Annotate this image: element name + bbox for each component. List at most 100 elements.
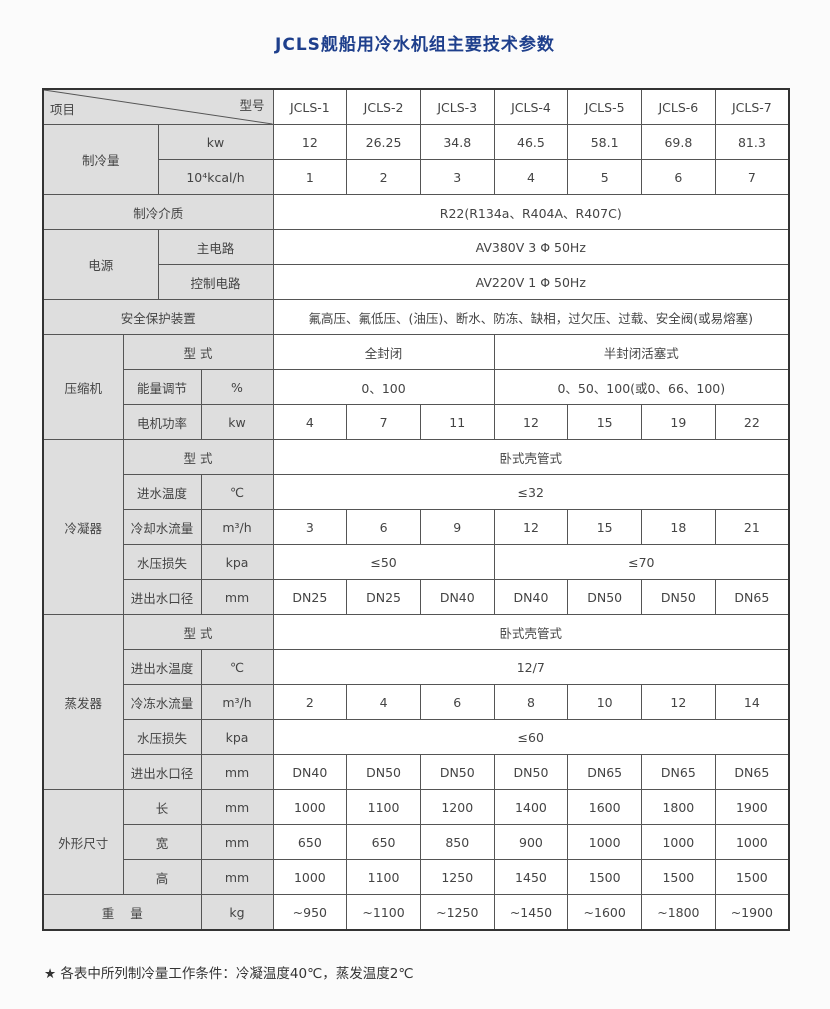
spec-table: 项目 型号 JCLS-1 JCLS-2 JCLS-3 JCLS-4 JCLS-5 JCLS-6…: [42, 88, 790, 931]
cell-value: 9: [419, 509, 495, 545]
cell-value: DN50: [419, 754, 495, 790]
cell-value: 12: [493, 404, 569, 440]
cooling-capacity-label: 制冷量: [42, 124, 159, 195]
cell-value: 卧式壳管式: [272, 614, 790, 650]
unit-label: kw: [200, 404, 274, 440]
row-label: 进出水口径: [122, 579, 202, 615]
weight-label: 重 量: [42, 894, 202, 931]
cell-value: 5: [567, 159, 643, 195]
safety-label: 安全保护装置: [42, 299, 274, 335]
cell-value: 1600: [567, 789, 643, 825]
cell-value: DN25: [272, 579, 348, 615]
evaporator-label: 蒸发器: [42, 614, 124, 790]
cell-value: 15: [567, 509, 643, 545]
cell-value: 1800: [641, 789, 716, 825]
cell-value: 0、100: [272, 369, 495, 405]
cell-value: DN40: [493, 579, 569, 615]
cell-value: 6: [346, 509, 421, 545]
cell-value: ~950: [272, 894, 348, 931]
cell-value: 4: [493, 159, 569, 195]
cell-value: 1000: [567, 824, 643, 860]
diagonal-header-cell: 项目 型号: [42, 88, 274, 125]
row-label: 主电路: [157, 229, 274, 265]
cell-value: 12: [641, 684, 716, 720]
cell-value: DN40: [272, 754, 348, 790]
cell-value: 1900: [714, 789, 790, 825]
cell-value: DN40: [419, 579, 495, 615]
cell-value: 1450: [493, 859, 569, 895]
cell-value: 全封闭: [272, 334, 495, 370]
cell-value: DN50: [641, 579, 716, 615]
cell-value: 卧式壳管式: [272, 439, 790, 475]
row-label: 型 式: [122, 614, 274, 650]
cell-value: 650: [346, 824, 421, 860]
unit-label: %: [200, 369, 274, 405]
unit-label: mm: [200, 824, 274, 860]
page-title: JCLS舰船用冷水机组主要技术参数: [275, 35, 555, 55]
cell-value: ~1100: [346, 894, 421, 931]
row-label: 冷却水流量: [122, 509, 202, 545]
row-label: 控制电路: [157, 264, 274, 300]
model-header: JCLS-1: [272, 88, 348, 125]
cell-value: DN65: [567, 754, 643, 790]
cell-value: 0、50、100(或0、66、100): [493, 369, 790, 405]
cell-value: AV220V 1 Φ 50Hz: [272, 264, 790, 300]
cell-value: AV380V 3 Φ 50Hz: [272, 229, 790, 265]
cell-value: 26.25: [346, 124, 421, 160]
cell-value: DN25: [346, 579, 421, 615]
cell-value: 850: [419, 824, 495, 860]
unit-label: ℃: [200, 474, 274, 510]
cell-value: 1200: [419, 789, 495, 825]
cell-value: ≤50: [272, 544, 495, 580]
cell-value: 1400: [493, 789, 569, 825]
cell-value: 650: [272, 824, 348, 860]
cell-value: 1100: [346, 789, 421, 825]
row-label: 高: [122, 859, 202, 895]
cell-value: DN65: [714, 579, 790, 615]
cell-value: 10: [567, 684, 643, 720]
cell-value: 22: [714, 404, 790, 440]
cell-value: 6: [641, 159, 716, 195]
row-label: 长: [122, 789, 202, 825]
cell-value: 7: [714, 159, 790, 195]
cell-value: 34.8: [419, 124, 495, 160]
cell-value: 2: [346, 159, 421, 195]
cell-value: 1250: [419, 859, 495, 895]
row-label: 进出水温度: [122, 649, 202, 685]
model-header: JCLS-5: [567, 88, 643, 125]
cell-value: ~1250: [419, 894, 495, 931]
model-label: 型号: [239, 98, 265, 113]
condenser-label: 冷凝器: [42, 439, 124, 615]
cell-value: 1100: [346, 859, 421, 895]
cell-value: DN50: [346, 754, 421, 790]
refrigerant-value: R22(R134a、R404A、R407C): [272, 194, 790, 230]
model-header: JCLS-3: [419, 88, 495, 125]
unit-label: 10⁴kcal/h: [157, 159, 274, 195]
row-label: 水压损失: [122, 544, 202, 580]
model-header: JCLS-7: [714, 88, 790, 125]
item-label: 项目: [50, 102, 76, 117]
cell-value: 1000: [272, 789, 348, 825]
power-label: 电源: [42, 229, 159, 300]
unit-label: mm: [200, 859, 274, 895]
row-label: 宽: [122, 824, 202, 860]
cell-value: ~1800: [641, 894, 716, 931]
cell-value: 1500: [641, 859, 716, 895]
cell-value: ≤32: [272, 474, 790, 510]
cell-value: 14: [714, 684, 790, 720]
cell-value: 69.8: [641, 124, 716, 160]
cell-value: 3: [272, 509, 348, 545]
cell-value: 12/7: [272, 649, 790, 685]
cell-value: 900: [493, 824, 569, 860]
cell-value: 12: [493, 509, 569, 545]
unit-label: kg: [200, 894, 274, 931]
row-label: 能量调节: [122, 369, 202, 405]
row-label: 进水温度: [122, 474, 202, 510]
cell-value: 11: [419, 404, 495, 440]
unit-label: ℃: [200, 649, 274, 685]
cell-value: DN65: [641, 754, 716, 790]
cell-value: 8: [493, 684, 569, 720]
unit-label: mm: [200, 754, 274, 790]
cell-value: ~1900: [714, 894, 790, 931]
model-header: JCLS-2: [346, 88, 421, 125]
